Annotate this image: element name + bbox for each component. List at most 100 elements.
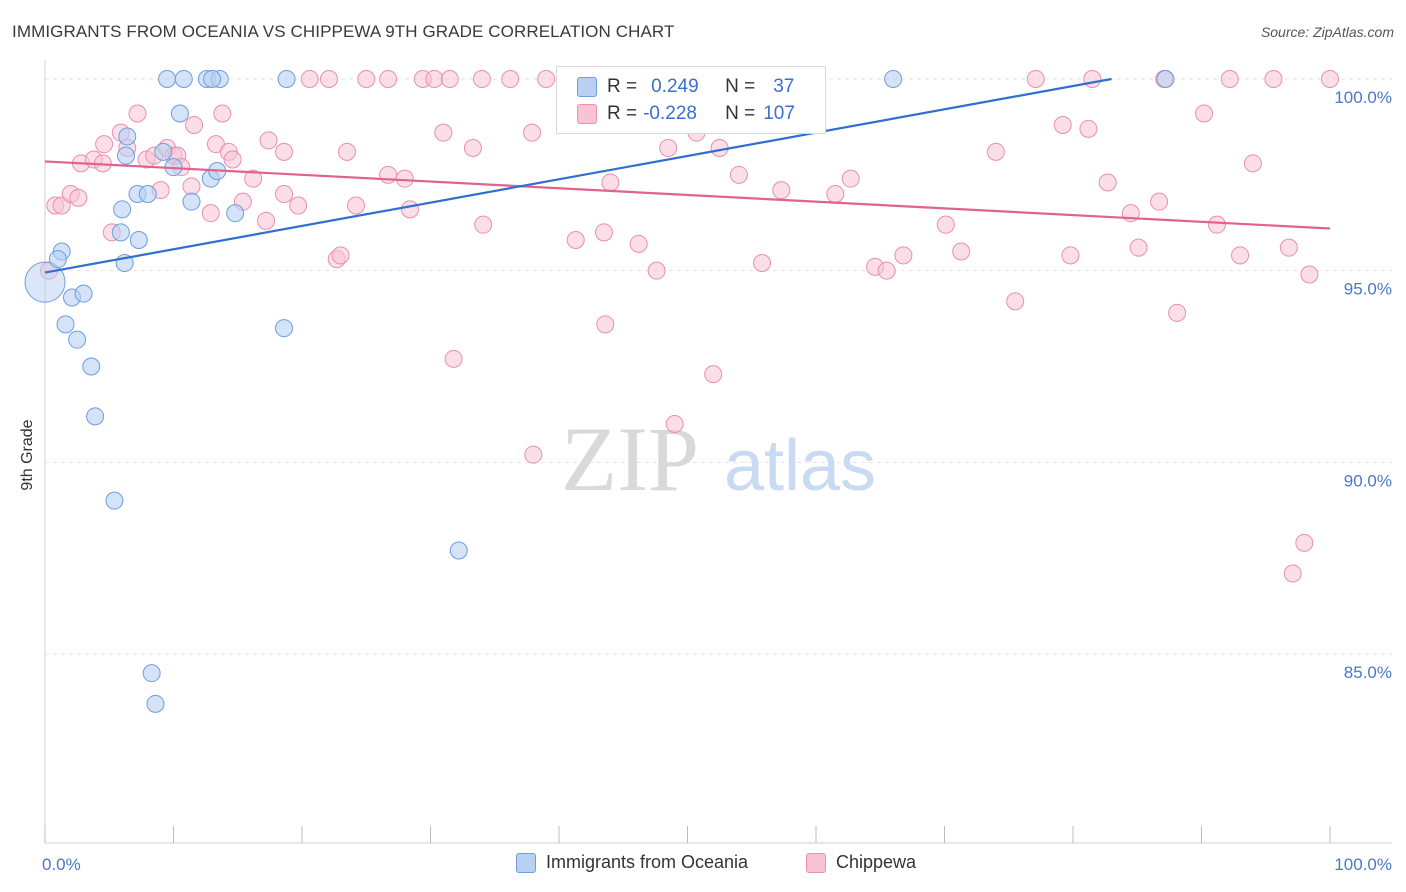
legend-swatch-chippewa [577, 104, 597, 124]
tick-labels: 100.0% 95.0% 90.0% 85.0% 0.0% 100.0% [42, 88, 1392, 874]
chippewa-point [1168, 303, 1187, 322]
chippewa-point [1129, 238, 1148, 257]
chippewa-point [472, 70, 491, 88]
chippewa-point [185, 116, 204, 134]
legend-swatch-oceania [516, 852, 536, 873]
legend-label-chippewa: Chippewa [836, 852, 917, 872]
legend-n-label: N = [725, 76, 756, 97]
chippewa-point [425, 70, 444, 88]
chippewa-point [1079, 119, 1098, 138]
legend-r-value: -0.228 [643, 103, 697, 124]
oceania-point [48, 250, 67, 269]
chippewa-point [1053, 116, 1072, 134]
chippewa-point [1098, 173, 1117, 192]
chippewa-point [257, 211, 276, 230]
oceania-points [24, 70, 1175, 713]
chippewa-point [665, 415, 684, 433]
x-tick-label: 100.0% [1334, 855, 1392, 874]
chippewa-point [182, 177, 201, 196]
chippewa-point [1264, 70, 1283, 88]
y-tick-label: 85.0% [1344, 663, 1392, 682]
oceania-point [170, 104, 189, 123]
stats-legend: R = 0.249 N = 37 R = -0.228 N = 107 [556, 66, 826, 134]
axes [44, 60, 1392, 844]
oceania-point [203, 70, 222, 88]
chippewa-point [337, 142, 356, 161]
chippewa-point [463, 139, 482, 157]
chippewa-point [629, 234, 648, 253]
chippewa-point [566, 231, 585, 249]
chippewa-point [659, 139, 678, 157]
grid-lines [45, 78, 1392, 655]
chippewa-point [400, 200, 419, 219]
watermark-atlas: atlas [724, 426, 876, 506]
chippewa-point [601, 173, 620, 192]
y-tick-label: 100.0% [1334, 88, 1392, 107]
oceania-trend-line [44, 77, 1112, 274]
legend-row-oceania: R = 0.249 N = 37 [577, 74, 794, 100]
chippewa-point [877, 261, 896, 280]
chippewa-point [894, 246, 913, 265]
oceania-point [146, 694, 165, 713]
chippewa-point [319, 70, 338, 88]
legend-r-label: R = [607, 76, 638, 97]
legend-r-value: 0.249 [651, 76, 699, 97]
chippewa-point [826, 185, 845, 203]
chippewa-point [213, 104, 232, 123]
chippewa-point [275, 185, 294, 203]
chippewa-point [1006, 292, 1025, 311]
y-tick-label: 90.0% [1344, 471, 1392, 490]
chippewa-point [524, 445, 543, 464]
chippewa-point [128, 104, 147, 123]
oceania-point [74, 284, 93, 303]
chippewa-point [300, 70, 319, 88]
trend-lines [44, 77, 1331, 274]
chart-title: IMMIGRANTS FROM OCEANIA VS CHIPPEWA 9TH … [12, 22, 675, 41]
chippewa-point [1321, 70, 1339, 88]
oceania-point [884, 70, 903, 88]
chippewa-point [244, 169, 263, 188]
oceania-point [82, 357, 101, 376]
chippewa-point [434, 123, 453, 142]
oceania-point [158, 70, 177, 88]
chippewa-point [379, 165, 398, 184]
chippewa-point [772, 181, 791, 200]
chippewa-trend-line [44, 160, 1331, 230]
oceania-point [116, 146, 135, 165]
chippewa-point [444, 349, 463, 368]
chippewa-point [259, 131, 278, 150]
chippewa-point [69, 188, 88, 207]
chippewa-point [1231, 246, 1250, 265]
chippewa-point [596, 315, 615, 334]
oceania-point [277, 70, 296, 88]
oceania-point [138, 185, 157, 203]
legend-r-label: R = [607, 103, 638, 124]
legend-item-oceania[interactable]: Immigrants from Oceania [516, 852, 748, 873]
oceania-point [68, 330, 87, 349]
chippewa-point [1207, 215, 1226, 234]
chippewa-point [395, 169, 414, 188]
chippewa-point [1083, 70, 1102, 88]
oceania-point [56, 315, 75, 334]
chippewa-point [1243, 154, 1262, 173]
chippewa-point [936, 215, 955, 234]
oceania-point [129, 231, 148, 249]
legend-item-chippewa[interactable]: Chippewa [806, 852, 916, 873]
oceania-point [118, 127, 137, 146]
chippewa-point [379, 70, 398, 88]
chippewa-point [1026, 70, 1045, 88]
oceania-point [86, 407, 105, 426]
chippewa-point [537, 70, 556, 88]
chippewa-point [95, 135, 114, 154]
oceania-point [275, 319, 294, 338]
source-credit: Source: ZipAtlas.com [1260, 24, 1394, 40]
chippewa-point [357, 70, 376, 88]
chippewa-point [275, 142, 294, 161]
chippewa-point [594, 223, 613, 242]
chippewa-point [986, 142, 1005, 161]
chippewa-point [1279, 238, 1298, 257]
series-legend: Immigrants from Oceania Chippewa [0, 852, 1406, 878]
chippewa-point [1195, 104, 1214, 123]
chippewa-point [729, 165, 748, 184]
chippewa-point [474, 215, 493, 234]
